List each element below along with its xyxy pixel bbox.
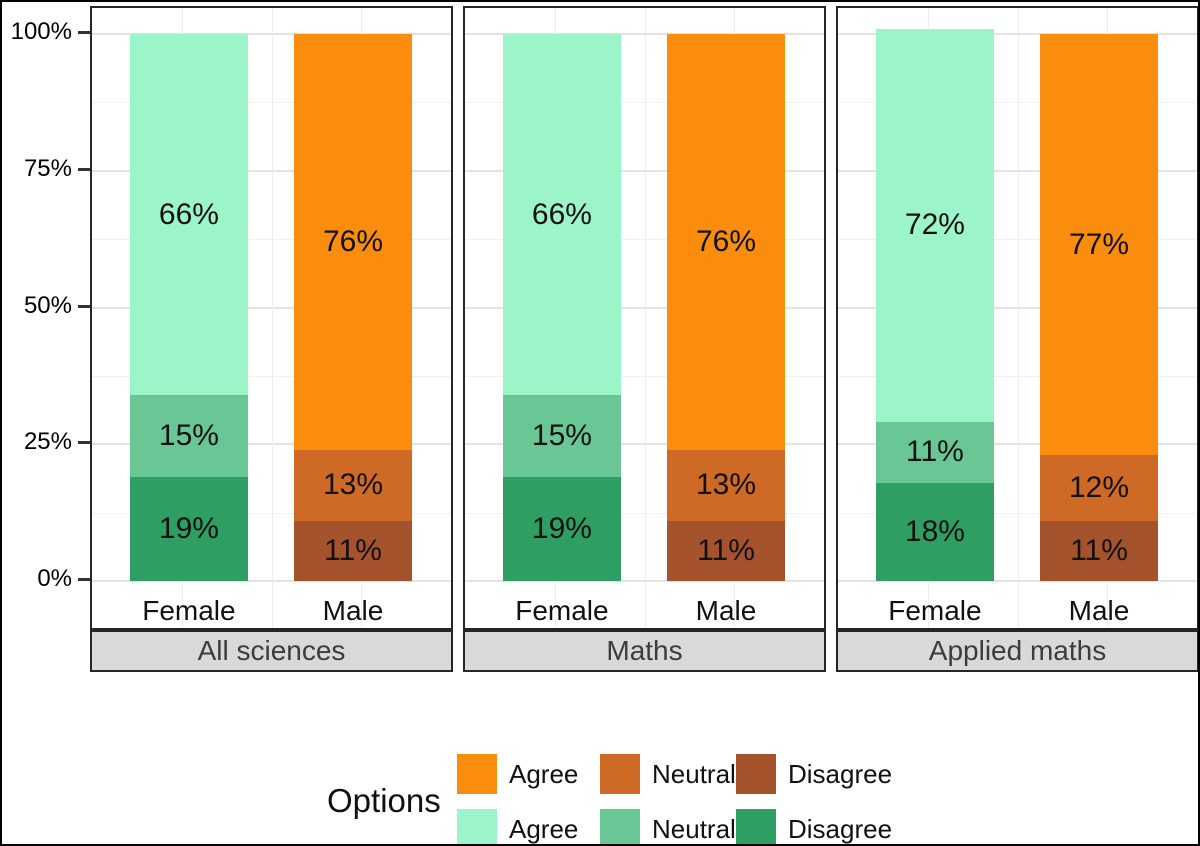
y-tick-label: 25%	[23, 428, 72, 456]
facet-strip: Maths	[463, 630, 826, 672]
bar-segment-neutral	[1039, 455, 1159, 521]
stacked-bar: 11% 13% 76%	[666, 34, 786, 581]
legend-swatch-female-agree	[457, 809, 497, 844]
value-label: 15%	[531, 419, 592, 453]
legend-label: Neutral	[652, 814, 736, 844]
legend-label: Agree	[509, 759, 579, 789]
facet-strip: Applied maths	[836, 630, 1198, 672]
x-category-label: Female	[142, 595, 236, 626]
stacked-bar: 18% 11% 72%	[875, 28, 995, 581]
stacked-bar: 19% 15% 66%	[502, 34, 622, 581]
legend-title: Options	[327, 782, 441, 819]
value-label: 77%	[1068, 227, 1129, 261]
legend-swatch-male-neutral	[600, 754, 640, 794]
legend-label: Neutral	[652, 759, 736, 789]
bar-segment-disagree	[1039, 520, 1159, 581]
value-label: 11%	[697, 533, 755, 567]
bar-segment-neutral	[129, 395, 249, 478]
facet-strip: All sciences	[90, 630, 453, 672]
bar-segment-agree	[875, 28, 995, 423]
bar-segment-agree	[502, 34, 622, 396]
y-tick-label: 0%	[37, 565, 72, 592]
vertical-gridline	[271, 8, 273, 628]
value-label: 11%	[1070, 533, 1128, 567]
bar-segment-disagree	[502, 477, 622, 581]
y-tick-mark	[78, 304, 90, 308]
y-tick-mark	[78, 167, 90, 171]
stacked-bar: 11% 13% 76%	[293, 34, 413, 581]
value-label: 13%	[322, 468, 383, 502]
stacked-bar: 19% 15% 66%	[129, 34, 249, 581]
bar-segment-disagree	[666, 520, 786, 581]
value-label: 19%	[158, 512, 219, 546]
legend-swatch-female-disagree	[736, 809, 776, 844]
value-label: 11%	[906, 435, 964, 469]
value-label: 66%	[158, 197, 219, 231]
bar-segment-agree	[1039, 34, 1159, 456]
x-category-label: Female	[888, 595, 982, 626]
bar-segment-agree	[293, 34, 413, 450]
y-tick-mark	[78, 31, 90, 34]
value-label: 11%	[324, 533, 382, 567]
bar-segment-neutral	[666, 449, 786, 521]
value-label: 66%	[531, 197, 592, 231]
value-label: 12%	[1068, 471, 1129, 505]
legend-label: Agree	[509, 814, 579, 844]
legend-label: Disagree	[788, 814, 893, 844]
facet-panel: 19% 15% 66% Female 11% 13% 76% Male	[90, 6, 453, 630]
value-label: 76%	[322, 224, 383, 258]
bar-segment-disagree	[293, 520, 413, 581]
bar-segment-disagree	[875, 482, 995, 581]
facet-panel: 19% 15% 66% Female 11% 13% 76% Male	[463, 6, 826, 630]
stacked-bar: 11% 12% 77%	[1039, 34, 1159, 581]
y-tick-label: 75%	[23, 154, 72, 182]
bar-segment-neutral	[502, 395, 622, 478]
bar-segment-disagree	[129, 477, 249, 581]
value-label: 15%	[158, 419, 219, 453]
value-label: 18%	[904, 514, 965, 548]
y-tick-label: 50%	[23, 291, 72, 319]
bar-segment-agree	[666, 34, 786, 450]
legend-swatch-female-neutral	[600, 809, 640, 844]
value-label: 76%	[695, 224, 756, 258]
x-category-label: Female	[515, 595, 609, 626]
facet-panel: 18% 11% 72% Female 11% 12% 77% Male	[836, 6, 1198, 630]
y-tick-label: 100%	[10, 18, 72, 45]
bar-segment-neutral	[875, 422, 995, 483]
x-category-label: Male	[322, 595, 384, 626]
legend-swatch-male-agree	[457, 754, 497, 794]
y-tick-mark	[78, 441, 90, 445]
bar-segment-agree	[129, 34, 249, 396]
value-label: 19%	[531, 512, 592, 546]
vertical-gridline	[644, 8, 646, 628]
bar-segment-neutral	[293, 449, 413, 521]
vertical-gridline	[1017, 8, 1019, 628]
value-label: 13%	[695, 468, 756, 502]
x-category-label: Male	[695, 595, 757, 626]
y-tick-mark	[78, 578, 90, 581]
value-label: 72%	[904, 208, 965, 242]
legend-swatch-male-disagree	[736, 754, 776, 794]
legend-label: Disagree	[788, 759, 893, 789]
x-category-label: Male	[1068, 595, 1130, 626]
